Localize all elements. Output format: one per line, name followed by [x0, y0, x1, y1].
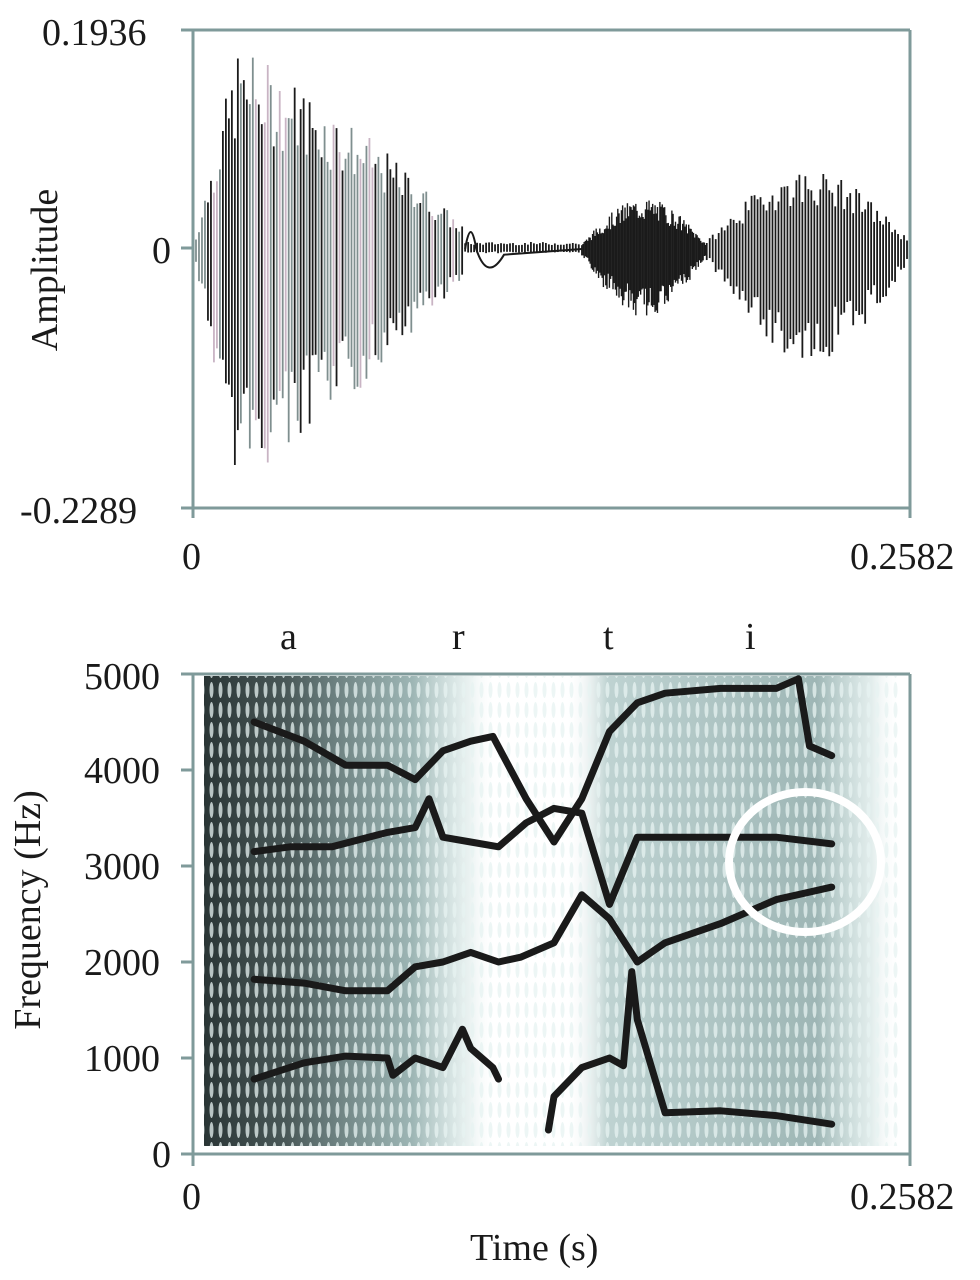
segment-label-r: r [452, 616, 465, 658]
formant-f1-t-i- [544, 968, 836, 1134]
spectrogram-y-tick-3000: 3000 [84, 846, 160, 888]
formant-tracks [250, 675, 836, 1134]
spectrogram-y-tick-2000: 2000 [84, 942, 160, 984]
spectrogram-axes [181, 672, 912, 1166]
spectrogram-y-tick-1000: 1000 [84, 1038, 160, 1080]
waveform-x-left-label: 0 [182, 536, 201, 578]
spectrogram-y-tick-5000: 5000 [84, 656, 160, 698]
formant-f4 [250, 675, 836, 846]
formant-f3 [250, 795, 836, 908]
waveform-trace [195, 57, 908, 466]
waveform-y-zero-label: 0 [152, 230, 171, 272]
spectrogram-x-left-label: 0 [182, 1176, 201, 1218]
highlight-circle [725, 788, 885, 936]
formant-f1 [250, 1025, 502, 1083]
segment-label-t: t [603, 616, 614, 658]
spectrogram-y-tick-0: 0 [152, 1134, 171, 1176]
waveform-y-bottom-label: -0.2289 [20, 490, 138, 532]
waveform-y-top-label: 0.1936 [42, 12, 147, 54]
waveform-x-right-label: 0.2582 [850, 536, 955, 578]
spectrogram-x-right-label: 0.2582 [850, 1176, 955, 1218]
formant-f2 [250, 883, 836, 995]
segment-label-i: i [745, 616, 756, 658]
segment-label-a: a [280, 616, 297, 658]
spectrogram-x-axis-title: Time (s) [470, 1227, 599, 1269]
spectrogram-y-tick-4000: 4000 [84, 750, 160, 792]
waveform-axes [181, 28, 912, 518]
